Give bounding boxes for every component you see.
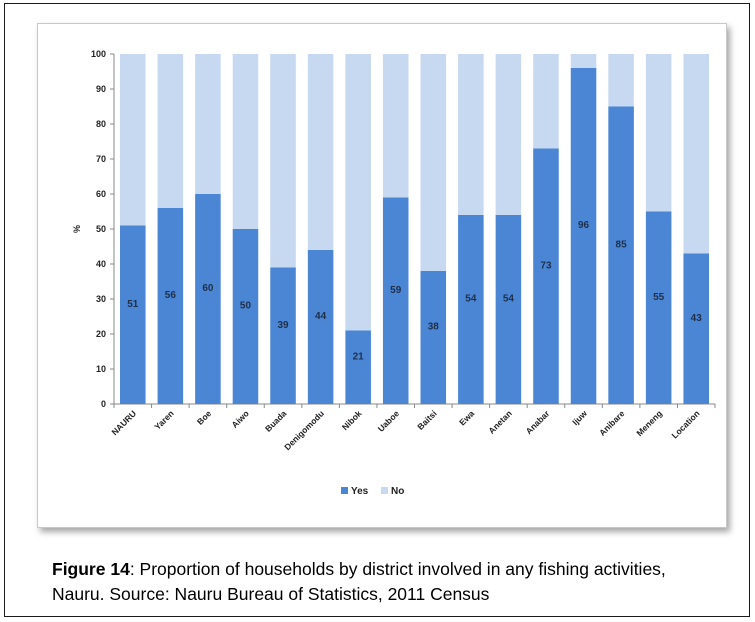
data-label: 56: [165, 290, 177, 301]
category-label: Anetan: [486, 408, 513, 435]
category-label: NAURU: [109, 408, 138, 437]
bar-yes: [195, 194, 221, 404]
category-label: Aiwo: [229, 408, 250, 429]
y-tick-label: 60: [96, 189, 106, 199]
bar-yes: [608, 106, 634, 404]
bar-no: [495, 54, 522, 215]
data-label: 50: [240, 301, 252, 312]
y-tick-label: 70: [96, 154, 106, 164]
category-label: Nibok: [340, 408, 364, 432]
data-label: 38: [428, 322, 440, 333]
bar-no: [232, 54, 259, 229]
legend-label-yes: Yes: [351, 486, 369, 497]
category-label: Ewa: [457, 408, 476, 427]
bar-no: [195, 54, 221, 194]
y-tick-label: 80: [96, 119, 106, 129]
category-label: Uaboe: [376, 408, 402, 434]
y-tick-label: 40: [96, 259, 106, 269]
data-label: 59: [390, 285, 402, 296]
bar-no: [570, 54, 597, 68]
data-label: 43: [691, 313, 703, 324]
bar-yes: [420, 271, 447, 404]
data-label: 44: [315, 311, 327, 322]
category-label: Denigomodu: [282, 408, 326, 452]
data-label: 85: [616, 239, 628, 250]
data-label: 54: [465, 294, 477, 305]
bar-no: [120, 54, 146, 226]
category-label: Ijuw: [570, 408, 589, 427]
chart-panel: 0 10 20 30 40 50 60 70 80 90 100% 51 NAURU 56 Yaren 60 B…: [37, 23, 727, 528]
category-label: Meneng: [634, 408, 664, 438]
y-tick-label: 0: [101, 399, 106, 409]
category-label: Anabar: [524, 408, 552, 436]
bar-yes: [458, 215, 484, 404]
bar-no: [420, 54, 447, 271]
y-tick-label: 90: [96, 84, 106, 94]
data-label: 51: [127, 299, 139, 310]
bar-no: [270, 54, 296, 268]
bar-yes: [495, 215, 522, 404]
bar-no: [608, 54, 634, 107]
data-label: 39: [277, 320, 289, 331]
caption-label: Figure 14: [52, 559, 130, 579]
bar-yes: [157, 208, 184, 404]
y-tick-label: 20: [96, 329, 106, 339]
bar-yes: [307, 250, 334, 404]
y-tick-label: 30: [96, 294, 106, 304]
y-tick-label: 50: [96, 224, 106, 234]
bar-yes: [120, 225, 146, 404]
bar-no: [382, 54, 409, 198]
y-tick-label: 100: [91, 49, 106, 59]
bar-no: [533, 54, 559, 149]
bar-no: [683, 54, 709, 254]
y-tick-label: 10: [96, 364, 106, 374]
data-label: 60: [202, 283, 214, 294]
bar-no: [458, 54, 484, 215]
data-label: 55: [653, 292, 665, 303]
category-label: Location: [670, 408, 702, 440]
bar-yes: [645, 211, 672, 404]
bar-yes: [570, 68, 597, 404]
bar-no: [307, 54, 334, 250]
bar-yes: [232, 229, 259, 404]
legend-swatch-no: [381, 487, 388, 494]
bar-yes: [533, 148, 559, 404]
bar-no: [645, 54, 672, 212]
bar-no: [157, 54, 184, 208]
bar-yes: [683, 253, 709, 404]
bar-yes: [270, 267, 296, 404]
bar-no: [345, 54, 371, 331]
data-label: 96: [578, 220, 590, 231]
figure-caption: Figure 14: Proportion of households by d…: [52, 557, 712, 607]
category-label: Buada: [263, 408, 289, 434]
category-label: Anibare: [597, 408, 627, 438]
category-label: Baitsi: [415, 408, 438, 431]
bar-yes: [382, 197, 409, 404]
caption-text: : Proportion of households by district i…: [52, 559, 666, 604]
y-axis-title: %: [72, 225, 82, 233]
legend-swatch-yes: [341, 487, 348, 494]
data-label: 73: [540, 260, 552, 271]
bar-yes: [345, 330, 371, 404]
stacked-bar-chart: 0 10 20 30 40 50 60 70 80 90 100% 51 NAURU 56 Yaren 60 B…: [72, 49, 716, 497]
category-label: Boe: [195, 408, 214, 427]
category-label: Yaren: [152, 408, 175, 431]
data-label: 54: [503, 294, 515, 305]
data-label: 21: [353, 351, 365, 362]
legend-label-no: No: [391, 486, 404, 497]
